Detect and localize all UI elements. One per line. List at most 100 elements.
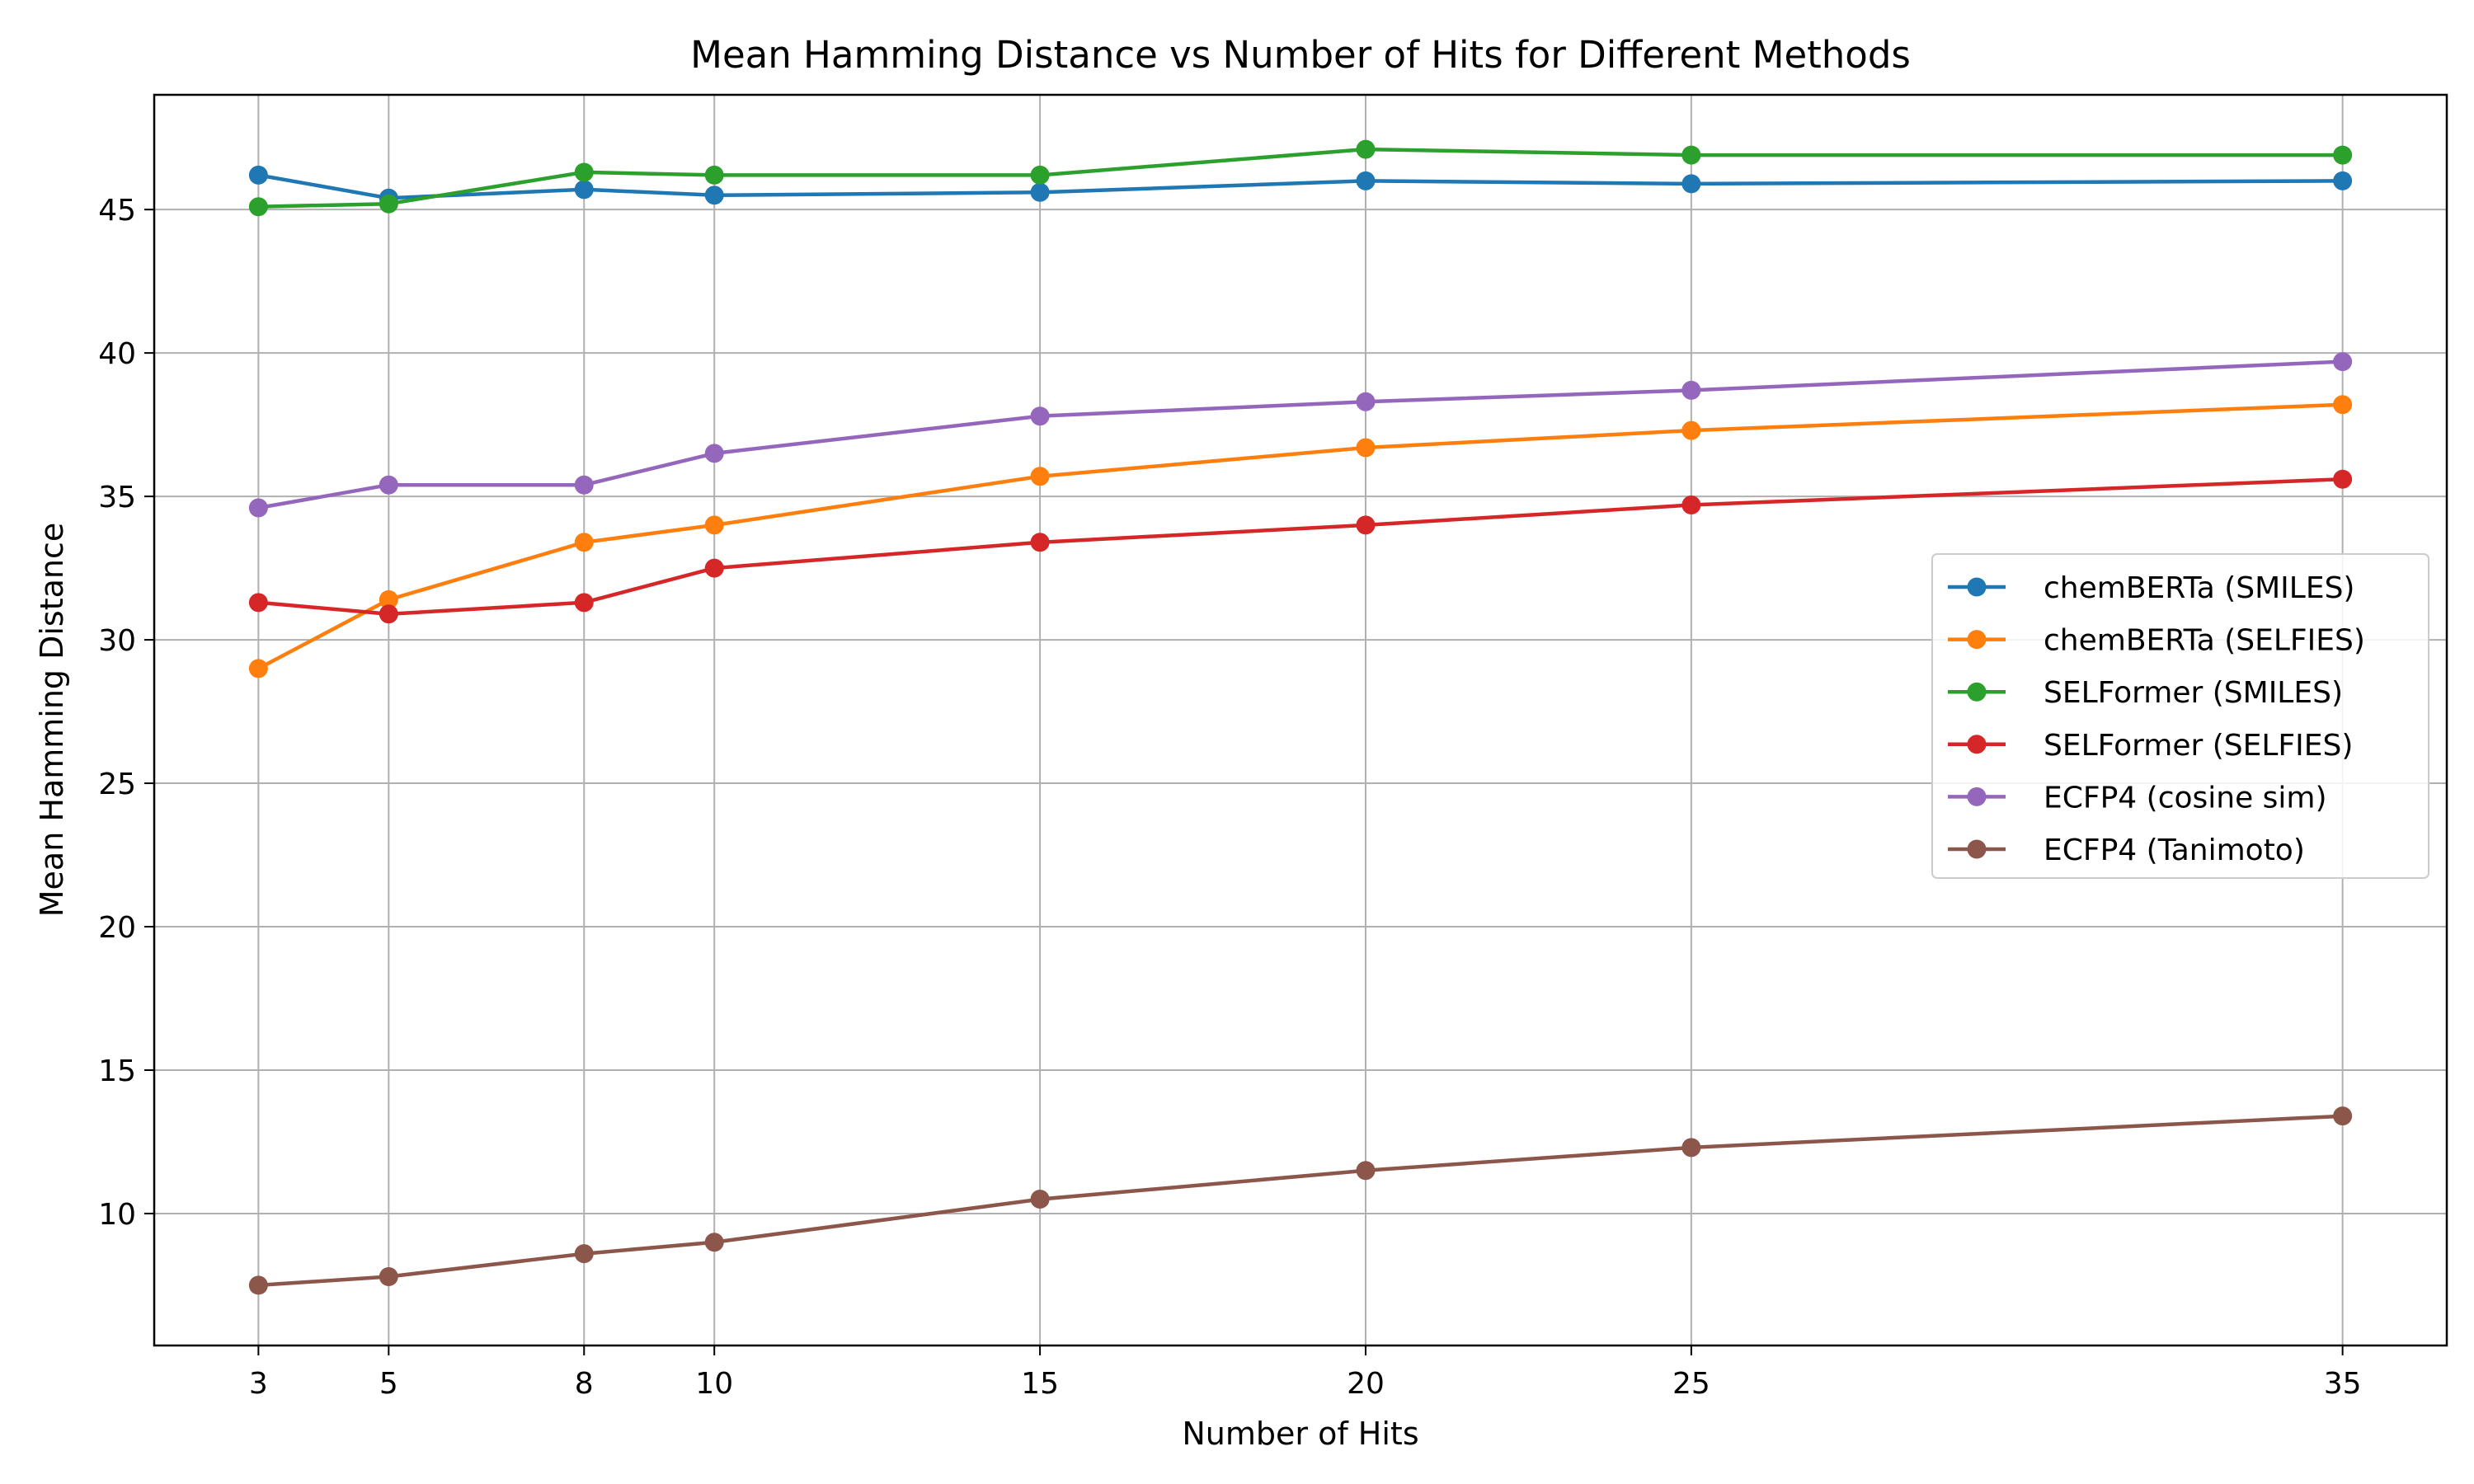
chart-title: Mean Hamming Distance vs Number of Hits …	[690, 33, 1911, 77]
data-point	[1356, 1161, 1376, 1181]
data-point	[574, 180, 594, 200]
data-point	[574, 475, 594, 495]
data-point	[574, 1244, 594, 1264]
y-tick-label: 15	[98, 1054, 136, 1088]
data-point	[248, 1275, 268, 1295]
legend-item: chemBERTa (SELFIES)	[1948, 624, 2365, 658]
data-point	[2333, 1106, 2353, 1126]
series-5	[248, 1106, 2353, 1295]
data-point	[704, 558, 724, 578]
data-point	[379, 589, 398, 609]
data-point	[2333, 171, 2353, 190]
legend-marker	[1967, 630, 1987, 650]
x-tick-label: 20	[1347, 1367, 1385, 1401]
data-point	[379, 194, 398, 214]
y-tick-label: 10	[98, 1198, 136, 1232]
data-point	[574, 162, 594, 182]
data-point	[248, 498, 268, 518]
legend-label: ECFP4 (Tanimoto)	[2044, 834, 2305, 867]
series-line	[258, 1114, 2343, 1288]
data-point	[1030, 1190, 1050, 1209]
data-point	[1681, 174, 1701, 194]
y-axis-label: Mean Hamming Distance	[34, 523, 70, 918]
x-axis-label: Number of Hits	[1182, 1416, 1418, 1452]
legend-label: ECFP4 (cosine sim)	[2044, 781, 2327, 815]
x-axis-ticks: 3 5 8 10 15 20 25 35	[249, 1345, 2362, 1401]
series-2	[248, 139, 2353, 217]
x-tick-label: 3	[249, 1367, 268, 1401]
legend-label: chemBERTa (SELFIES)	[2044, 624, 2365, 658]
legend-label: chemBERTa (SMILES)	[2044, 571, 2354, 605]
data-point	[1030, 533, 1050, 552]
grid-lines	[154, 95, 2447, 1345]
data-point	[1356, 139, 1376, 159]
y-tick-label: 35	[98, 481, 136, 514]
data-point	[1030, 165, 1050, 185]
legend-marker	[1967, 839, 1987, 859]
data-point	[248, 659, 268, 679]
legend-item: SELFormer (SELFIES)	[1948, 729, 2353, 763]
data-point	[1681, 380, 1701, 400]
data-point	[2333, 145, 2353, 165]
legend-item: SELFormer (SMILES)	[1948, 676, 2343, 710]
data-point	[1030, 467, 1050, 486]
series-line	[257, 402, 2343, 670]
y-tick-label: 25	[98, 768, 136, 801]
data-point	[1681, 420, 1701, 440]
data-point	[704, 444, 724, 463]
x-tick-label: 25	[1672, 1367, 1710, 1401]
data-point	[2333, 352, 2353, 372]
data-point	[704, 165, 724, 185]
legend-item: ECFP4 (Tanimoto)	[1948, 834, 2305, 867]
legend-marker	[1967, 682, 1987, 702]
data-point	[1030, 182, 1050, 202]
data-point	[1681, 1138, 1701, 1158]
y-axis-ticks: 10 15 20 25 30 35 40 45	[98, 194, 154, 1232]
data-point	[574, 533, 594, 552]
legend-label: SELFormer (SMILES)	[2044, 676, 2343, 710]
y-tick-label: 30	[98, 624, 136, 658]
series-4	[248, 352, 2353, 518]
x-tick-label: 8	[575, 1367, 594, 1401]
data-point	[704, 186, 724, 205]
x-tick-label: 15	[1021, 1367, 1059, 1401]
data-point	[704, 1233, 724, 1252]
series-line	[258, 147, 2343, 209]
data-point	[2333, 395, 2353, 415]
data-point	[1681, 145, 1701, 165]
legend-marker	[1967, 735, 1987, 754]
legend-label: SELFormer (SELFIES)	[2044, 729, 2353, 763]
legend: chemBERTa (SMILES) chemBERTa (SELFIES) SEL…	[1931, 553, 2429, 879]
data-point	[704, 515, 724, 535]
y-tick-label: 45	[98, 194, 136, 228]
data-point	[1030, 406, 1050, 426]
x-tick-label: 5	[379, 1367, 398, 1401]
y-tick-label: 20	[98, 911, 136, 945]
y-tick-label: 40	[98, 337, 136, 371]
data-point	[248, 197, 268, 217]
data-point	[1356, 515, 1376, 535]
data-point	[248, 593, 268, 613]
legend-box	[1931, 553, 2429, 879]
data-point	[1356, 171, 1376, 190]
series-line	[258, 477, 2343, 617]
legend-marker	[1967, 787, 1987, 806]
x-tick-label: 10	[695, 1367, 733, 1401]
series-3	[248, 469, 2353, 624]
legend-item: ECFP4 (cosine sim)	[1948, 781, 2327, 815]
series-layer	[248, 139, 2353, 1295]
data-point	[1681, 495, 1701, 515]
data-point	[379, 604, 398, 624]
legend-item: chemBERTa (SMILES)	[1948, 571, 2354, 605]
data-point	[2333, 469, 2353, 489]
data-point	[574, 593, 594, 613]
data-point	[248, 165, 268, 185]
data-point	[379, 475, 398, 495]
legend-marker	[1967, 577, 1987, 597]
plot-frame	[153, 93, 2448, 1347]
series-1	[248, 395, 2353, 679]
x-tick-label: 35	[2324, 1367, 2362, 1401]
data-point	[379, 1266, 398, 1286]
series-line	[258, 359, 2343, 510]
